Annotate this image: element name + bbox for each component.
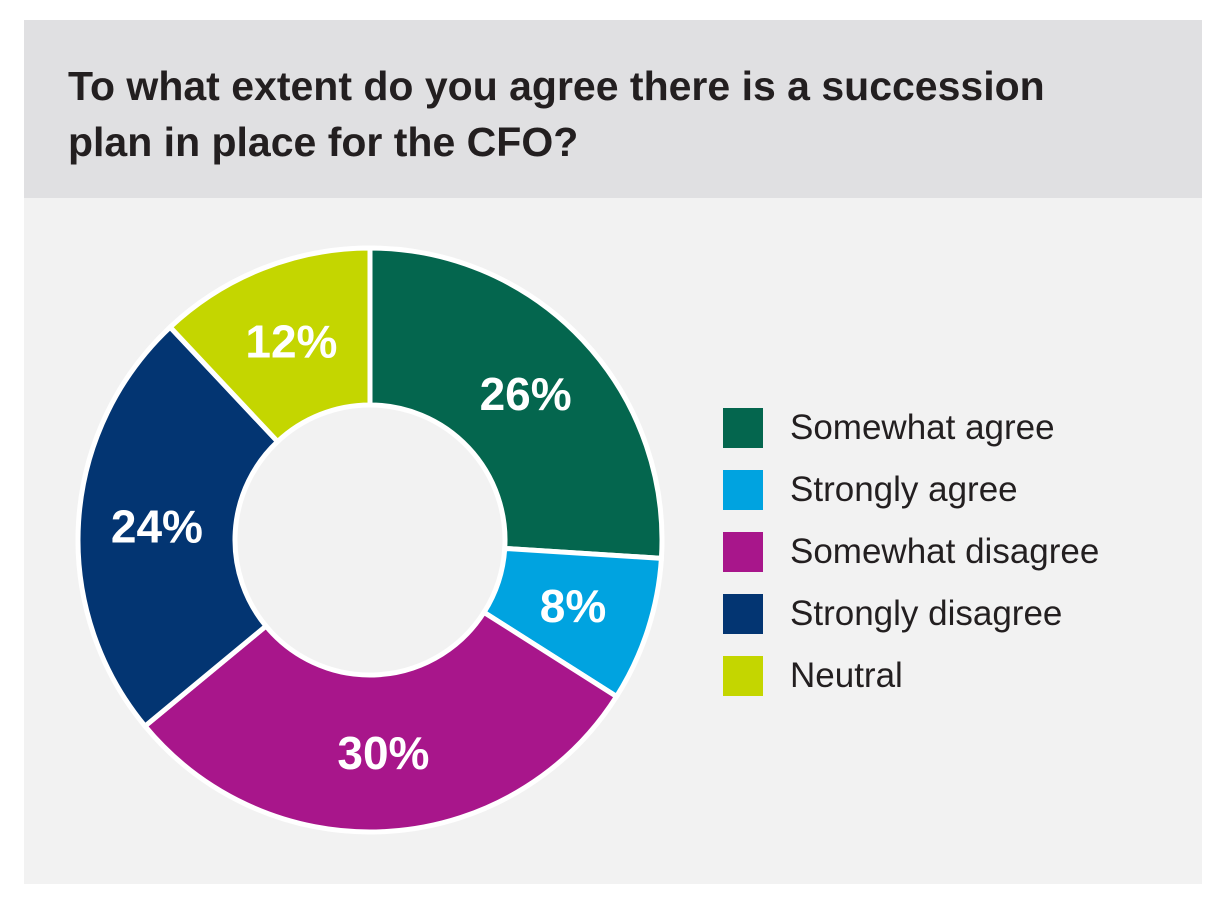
legend-swatch — [723, 470, 763, 510]
legend-item: Somewhat agree — [723, 397, 1099, 459]
donut-slice-somewhat-disagree — [141, 608, 620, 835]
donut-slice-strongly-disagree — [75, 323, 282, 730]
legend-label: Somewhat agree — [790, 408, 1055, 447]
slice-label: 12% — [245, 315, 337, 367]
legend-item: Neutral — [723, 645, 1099, 707]
slice-label: 30% — [337, 727, 429, 779]
chart-panel: To what extent do you agree there is a s… — [24, 20, 1202, 884]
donut-slice-neutral — [166, 245, 373, 446]
donut-slice-somewhat-agree — [367, 245, 665, 561]
chart-header: To what extent do you agree there is a s… — [24, 20, 1202, 198]
legend-label: Strongly disagree — [790, 594, 1063, 633]
legend: Somewhat agree Strongly agree Somewhat dis… — [723, 397, 1099, 707]
legend-label: Somewhat disagree — [790, 532, 1100, 571]
legend-swatch — [723, 408, 763, 448]
legend-swatch — [723, 656, 763, 696]
legend-item: Strongly disagree — [723, 583, 1099, 645]
slice-label: 24% — [111, 501, 203, 553]
slice-label: 8% — [540, 580, 606, 632]
legend-swatch — [723, 594, 763, 634]
chart-title: To what extent do you agree there is a s… — [68, 63, 1045, 165]
legend-swatch — [723, 532, 763, 572]
slice-label: 26% — [480, 368, 572, 420]
donut-chart: 26% 8% 30% 24% 12% — [75, 245, 665, 835]
legend-label: Strongly agree — [790, 470, 1018, 509]
legend-label: Neutral — [790, 656, 903, 695]
legend-item: Somewhat disagree — [723, 521, 1099, 583]
legend-item: Strongly agree — [723, 459, 1099, 521]
